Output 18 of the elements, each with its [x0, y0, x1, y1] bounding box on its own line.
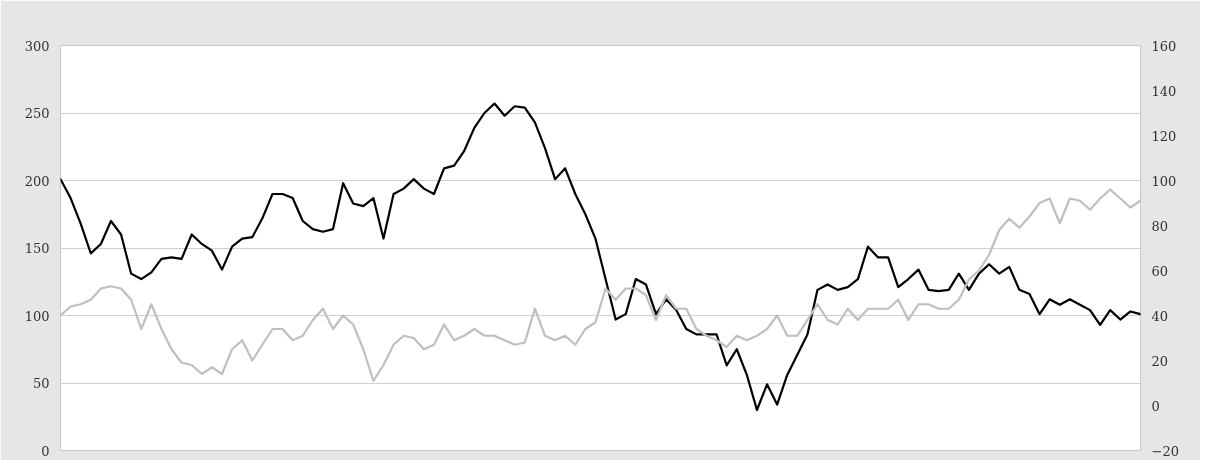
- y-tick-label: 250: [24, 106, 50, 121]
- y-tick-label: 0: [41, 443, 50, 459]
- y-tick-label: 50: [32, 376, 50, 391]
- y2-tick-label: 100: [1151, 173, 1177, 189]
- y2-tick-label: 60: [1151, 263, 1169, 279]
- y2-tick-label: 20: [1151, 353, 1169, 369]
- y-tick-label: 200: [24, 173, 50, 189]
- y2-tick-label: −20: [1151, 443, 1179, 459]
- line-series: [60, 102, 1141, 412]
- y2-tick-label: 0: [1151, 398, 1160, 414]
- y-tick-label: 100: [24, 308, 50, 324]
- y-tick-label: 150: [24, 241, 50, 256]
- y2-tick-label: 40: [1151, 308, 1169, 324]
- y2-tick-label: 120: [1151, 128, 1177, 144]
- y2-tick-label: 160: [1151, 38, 1177, 54]
- y-tick-label: 300: [24, 38, 50, 54]
- y2-tick-label: 80: [1151, 218, 1169, 234]
- y2-tick-label: 140: [1151, 83, 1177, 99]
